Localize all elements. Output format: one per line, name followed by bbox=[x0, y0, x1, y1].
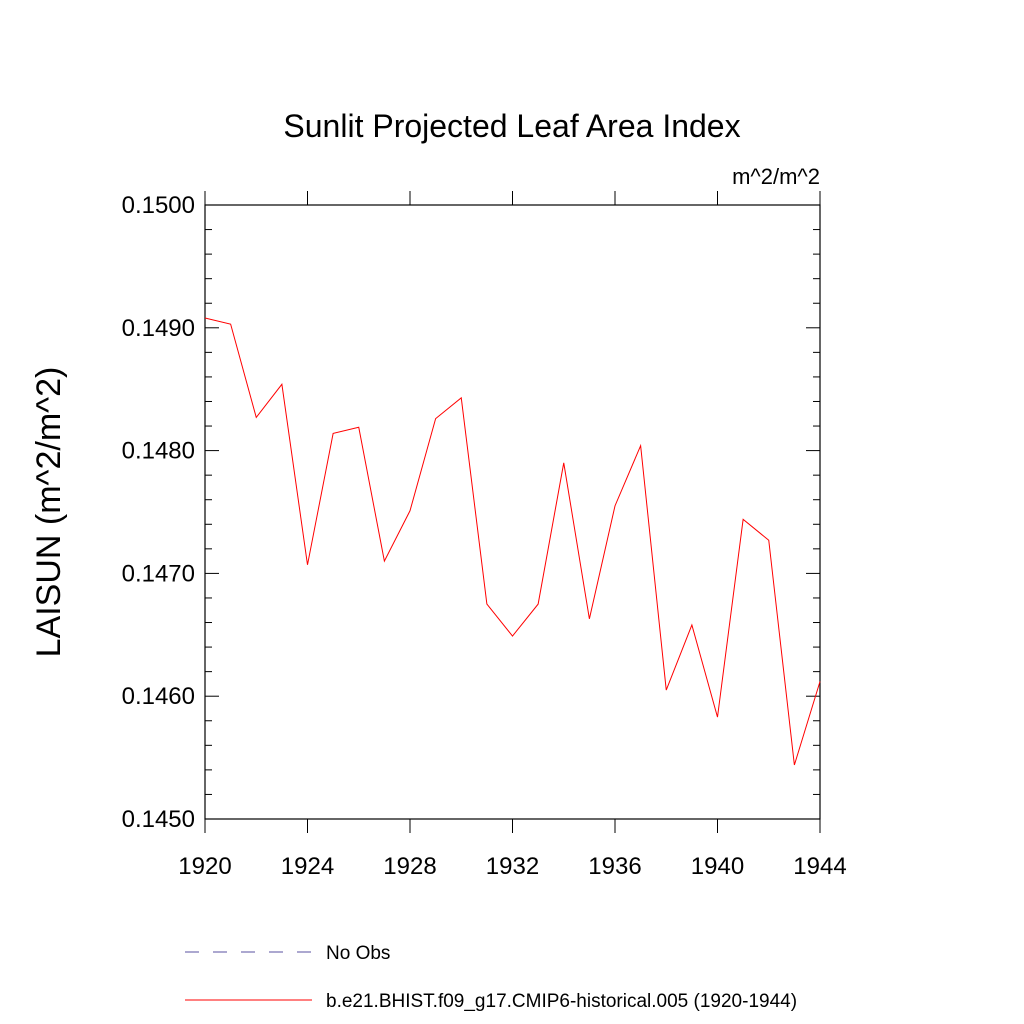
series-line-0 bbox=[204, 317, 821, 766]
y-axis-label: LAISUN (m^2/m^2) bbox=[30, 367, 68, 658]
y-tick-label: 0.1470 bbox=[122, 560, 195, 587]
x-tick-label: 1920 bbox=[178, 853, 231, 880]
x-tick-label: 1944 bbox=[793, 853, 846, 880]
plot-area bbox=[204, 317, 821, 766]
axes: 0.1450 0.1460 0.1470 0.1480 0.1490 0.1500 1920… bbox=[122, 191, 847, 880]
plot-frame bbox=[204, 204, 821, 820]
legend: No Obs b.e21.BHIST.f09_g17.CMIP6-historic… bbox=[185, 943, 797, 1012]
chart-title: Sunlit Projected Leaf Area Index bbox=[283, 108, 740, 144]
legend-label-0: No Obs bbox=[326, 943, 390, 964]
x-tick-label: 1924 bbox=[281, 853, 334, 880]
x-tick-label: 1928 bbox=[383, 853, 436, 880]
y-tick-label: 0.1490 bbox=[122, 315, 195, 342]
x-tick-label: 1932 bbox=[486, 853, 539, 880]
y-tick-label: 0.1480 bbox=[122, 438, 195, 465]
x-tick-label: 1936 bbox=[588, 853, 641, 880]
chart-units: m^2/m^2 bbox=[732, 164, 820, 189]
x-tick-label: 1940 bbox=[691, 853, 744, 880]
y-tick-label: 0.1460 bbox=[122, 683, 195, 710]
y-tick-label: 0.1450 bbox=[122, 806, 195, 833]
y-tick-label: 0.1500 bbox=[122, 192, 195, 219]
legend-label-1: b.e21.BHIST.f09_g17.CMIP6-historical.005… bbox=[326, 991, 797, 1012]
